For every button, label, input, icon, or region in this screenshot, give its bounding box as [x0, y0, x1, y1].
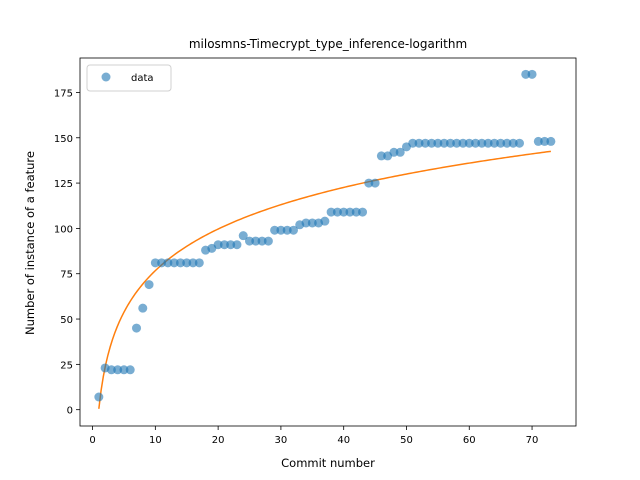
y-tick-label: 150 [54, 134, 73, 145]
legend-marker-data [101, 72, 111, 82]
data-point [458, 138, 468, 148]
data-point [508, 138, 518, 148]
data-point [320, 216, 330, 226]
legend-label-data: data [131, 73, 154, 84]
data-point [370, 178, 380, 188]
data-point [157, 258, 167, 268]
data-point [213, 240, 223, 250]
x-tick-label: 20 [212, 435, 225, 446]
legend: data [86, 64, 172, 92]
x-tick-label: 40 [337, 435, 350, 446]
data-point [540, 136, 550, 146]
data-point [301, 218, 311, 228]
data-point [546, 136, 556, 146]
chart-title: milosmns-Timecrypt_type_inference-logari… [189, 37, 467, 51]
x-tick-label: 30 [275, 435, 288, 446]
data-point [307, 218, 317, 228]
data-point [113, 365, 123, 375]
y-tick-label: 100 [54, 224, 73, 235]
data-point [106, 365, 116, 375]
x-axis-label: Commit number [281, 456, 375, 470]
data-point [94, 392, 104, 402]
y-tick-label: 125 [54, 179, 73, 190]
x-tick-label: 60 [463, 435, 476, 446]
data-point [445, 138, 455, 148]
data-point [395, 147, 405, 157]
data-point [282, 225, 292, 235]
axes-frame [79, 57, 577, 427]
data-point [364, 178, 374, 188]
legend-box [86, 64, 172, 92]
data-point [138, 303, 148, 313]
data-point [182, 258, 192, 268]
data-point [276, 225, 286, 235]
data-point [144, 280, 154, 290]
data-point [452, 138, 462, 148]
y-tick-label: 175 [54, 88, 73, 99]
x-tick-label: 70 [526, 435, 539, 446]
plot-area [79, 57, 577, 427]
data-point [496, 138, 506, 148]
data-point [527, 69, 537, 79]
data-point [238, 231, 248, 241]
data-point [489, 138, 499, 148]
data-point [125, 365, 135, 375]
y-tick-label: 75 [60, 270, 73, 281]
data-point [433, 138, 443, 148]
data-point [376, 151, 386, 161]
data-point [288, 225, 298, 235]
data-point [483, 138, 493, 148]
fit-line [98, 150, 551, 409]
data-point [132, 323, 142, 333]
x-tick-label: 50 [400, 435, 413, 446]
data-point [408, 138, 418, 148]
data-point [502, 138, 512, 148]
data-point [326, 207, 336, 217]
data-point [232, 240, 242, 250]
data-point [119, 365, 129, 375]
data-point [471, 138, 481, 148]
data-point [533, 136, 543, 146]
y-axis-label: Number of instance of a feature [23, 151, 37, 335]
data-point [389, 147, 399, 157]
data-point [163, 258, 173, 268]
y-tick-label: 0 [67, 406, 73, 417]
data-point [226, 240, 236, 250]
data-point [414, 138, 424, 148]
data-point [175, 258, 185, 268]
data-point [245, 236, 255, 246]
data-point [150, 258, 160, 268]
data-point [477, 138, 487, 148]
y-tick-label: 25 [60, 360, 73, 371]
data-point [358, 207, 368, 217]
data-point [169, 258, 179, 268]
data-point [263, 236, 273, 246]
x-tick-label: 0 [89, 435, 95, 446]
data-point [345, 207, 355, 217]
data-point [420, 138, 430, 148]
data-point [351, 207, 361, 217]
data-point [188, 258, 198, 268]
y-tick-label: 50 [60, 315, 73, 326]
data-point [339, 207, 349, 217]
data-point [194, 258, 204, 268]
data-point [251, 236, 261, 246]
data-point [514, 138, 524, 148]
data-point [219, 240, 229, 250]
data-point [439, 138, 449, 148]
data-point [332, 207, 342, 217]
x-tick-label: 10 [149, 435, 162, 446]
x-axis-ticks: 0 10 20 30 40 50 60 70 [89, 426, 538, 446]
data-point [270, 225, 280, 235]
data-point [257, 236, 267, 246]
data-point [521, 69, 531, 79]
data-point [464, 138, 474, 148]
y-axis-ticks: 0 25 50 75 100 125 150 175 [54, 88, 80, 417]
data-point [427, 138, 437, 148]
